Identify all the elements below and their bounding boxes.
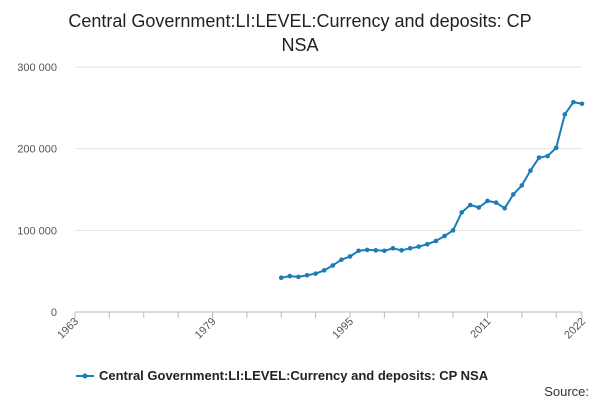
data-point[interactable] xyxy=(373,248,379,253)
data-point[interactable] xyxy=(356,248,361,254)
series-layer xyxy=(278,99,585,281)
data-point[interactable] xyxy=(528,168,533,174)
y-tick-label: 300 000 xyxy=(17,62,57,74)
y-axis: 0 100 000 200 000 300 000 xyxy=(17,62,57,319)
x-tick-label: 1979 xyxy=(193,316,219,342)
chart-title-line-1: Central Government:LI:LEVEL:Currency and… xyxy=(68,11,531,31)
data-point[interactable] xyxy=(407,246,413,251)
data-point[interactable] xyxy=(519,183,525,188)
chart-title-line-2: NSA xyxy=(281,35,318,55)
data-point[interactable] xyxy=(502,205,507,211)
data-point[interactable] xyxy=(476,205,482,210)
x-tick-label: 2011 xyxy=(468,316,493,341)
data-point[interactable] xyxy=(562,112,568,117)
data-point[interactable] xyxy=(433,238,439,244)
y-tick-label: 100 000 xyxy=(17,225,57,237)
data-point[interactable] xyxy=(579,101,585,107)
x-tick-label: 1963 xyxy=(55,316,81,342)
data-point[interactable] xyxy=(459,210,464,215)
data-point[interactable] xyxy=(442,233,447,239)
x-tick-label: 1995 xyxy=(330,316,356,342)
data-point[interactable] xyxy=(278,275,284,281)
data-point[interactable] xyxy=(571,99,576,105)
source-label: Source: xyxy=(544,384,589,399)
data-point[interactable] xyxy=(510,192,516,197)
data-point[interactable] xyxy=(553,145,559,151)
data-point[interactable] xyxy=(485,198,490,204)
y-tick-label: 200 000 xyxy=(17,144,57,156)
data-point[interactable] xyxy=(467,202,473,208)
data-point[interactable] xyxy=(304,272,310,278)
data-point[interactable] xyxy=(364,247,370,253)
data-point[interactable] xyxy=(339,257,344,263)
data-point[interactable] xyxy=(390,246,396,251)
data-point[interactable] xyxy=(321,268,327,273)
data-point[interactable] xyxy=(450,228,456,233)
data-point[interactable] xyxy=(313,271,318,276)
data-point[interactable] xyxy=(330,263,336,268)
data-point[interactable] xyxy=(382,248,387,254)
data-point[interactable] xyxy=(287,273,293,279)
data-point[interactable] xyxy=(399,248,404,253)
series-line xyxy=(281,101,583,279)
data-point[interactable] xyxy=(416,244,422,249)
data-point[interactable] xyxy=(545,153,550,159)
y-tick-label: 0 xyxy=(51,307,57,319)
data-point[interactable] xyxy=(536,155,542,160)
legend[interactable]: Central Government:LI:LEVEL:Currency and… xyxy=(76,368,489,383)
data-point[interactable] xyxy=(347,254,353,259)
gridlines xyxy=(75,66,582,231)
legend-marker-icon xyxy=(82,373,88,379)
data-point[interactable] xyxy=(493,200,499,205)
legend-label: Central Government:LI:LEVEL:Currency and… xyxy=(99,368,489,383)
data-point[interactable] xyxy=(296,274,301,280)
data-point[interactable] xyxy=(425,241,430,247)
x-tick-label: 2022 xyxy=(562,316,588,342)
x-axis: 1963 1979 1995 2011 2022 xyxy=(55,311,588,342)
